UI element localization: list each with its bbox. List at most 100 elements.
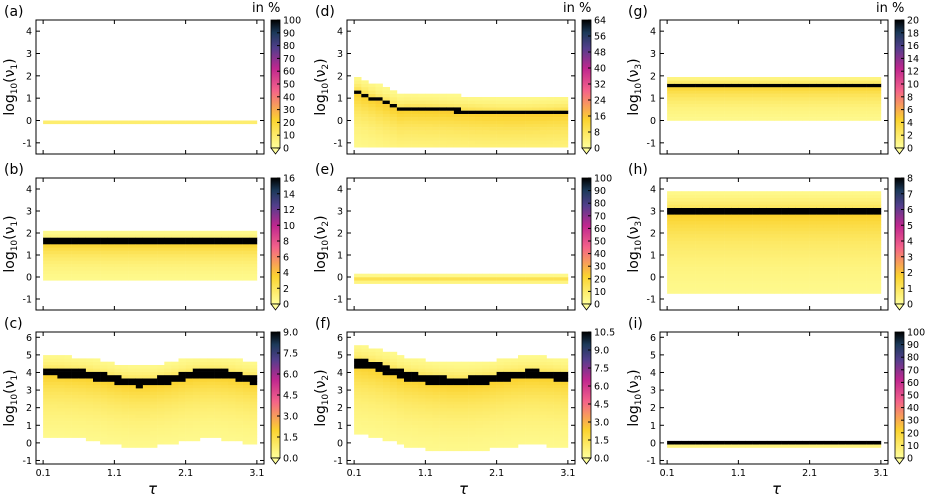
heatmap-cell — [831, 263, 839, 268]
heatmap-cell — [64, 253, 72, 258]
heatmap-cell — [114, 404, 122, 409]
heatmap-cell — [389, 368, 398, 372]
heatmap-cell — [759, 290, 768, 294]
heatmap-cell — [354, 83, 362, 88]
heatmap-cell — [121, 437, 129, 442]
heatmap-cell — [128, 401, 136, 405]
heatmap-cell — [695, 270, 703, 274]
heatmap-cell — [361, 411, 369, 415]
heatmap-cell — [489, 374, 497, 379]
heatmap-cell — [178, 398, 186, 402]
heatmap-cell — [539, 440, 547, 445]
heatmap-cell — [71, 277, 79, 281]
heatmap-cell — [57, 270, 65, 274]
heatmap-cell — [235, 371, 243, 376]
heatmap-cell — [766, 260, 775, 265]
heatmap-cell — [453, 130, 462, 135]
heatmap-cell — [171, 371, 179, 376]
colorbar-tick-label: 3.0 — [594, 418, 609, 429]
heatmap-cell — [185, 253, 193, 258]
heatmap-cell — [560, 421, 569, 425]
colorbar-tick-label: 20 — [283, 118, 295, 129]
heatmap-cell — [823, 103, 832, 108]
heatmap-cell — [518, 107, 526, 111]
colorbar-tick-label: 10 — [594, 287, 606, 298]
heatmap-cell — [114, 394, 122, 399]
colorbar-tick-label: 0 — [594, 300, 600, 311]
heatmap-cell — [418, 140, 426, 145]
heatmap-cell — [214, 247, 222, 251]
heatmap-cell — [510, 417, 519, 422]
heatmap-cell — [396, 123, 405, 128]
heatmap-cell — [738, 83, 746, 88]
heatmap-cell — [439, 388, 447, 392]
heatmap-cell — [546, 391, 554, 395]
heatmap-cell — [43, 421, 51, 425]
heatmap-cell — [717, 211, 725, 215]
heatmap-cell — [482, 378, 490, 382]
heatmap-cell — [852, 250, 860, 255]
heatmap-cell — [532, 117, 540, 121]
heatmap-cell — [411, 431, 419, 435]
heatmap-cell — [375, 414, 383, 419]
heatmap-cell — [404, 107, 412, 111]
heatmap-cell — [823, 227, 832, 232]
heatmap-cell — [518, 365, 526, 369]
heatmap-cell — [788, 227, 796, 232]
heatmap-cell — [852, 197, 860, 202]
heatmap-cell — [50, 361, 58, 366]
heatmap-cell — [560, 394, 569, 399]
heatmap-cell — [107, 371, 115, 376]
heatmap-cell — [228, 384, 236, 389]
heatmap-cell — [50, 381, 58, 386]
heatmap-cell — [171, 417, 179, 422]
heatmap-cell — [468, 130, 476, 135]
heatmap-cell — [382, 391, 390, 395]
heatmap-cell — [461, 97, 469, 101]
heatmap-cell — [738, 211, 746, 215]
heatmap-cell — [724, 237, 732, 241]
heatmap-cell — [852, 204, 860, 208]
heatmap-cell — [57, 250, 65, 255]
heatmap-cell — [100, 240, 108, 245]
heatmap-cell — [510, 407, 519, 412]
heatmap-cell — [823, 230, 832, 235]
heatmap-cell — [859, 90, 867, 94]
heatmap-cell — [731, 83, 739, 88]
heatmap-cell — [354, 351, 362, 356]
heatmap-cell — [57, 421, 65, 425]
heatmap-cell — [228, 417, 236, 422]
heatmap-cell — [866, 100, 874, 104]
heatmap-cell — [114, 411, 122, 415]
heatmap-cell — [142, 250, 151, 255]
heatmap-cell — [702, 207, 711, 212]
heatmap-cell — [432, 404, 440, 409]
heatmap-cell — [667, 214, 675, 218]
heatmap-cell — [93, 437, 101, 442]
heatmap-cell — [774, 87, 782, 91]
heatmap-cell — [93, 277, 101, 281]
heatmap-cell — [738, 273, 746, 278]
heatmap-cell — [164, 401, 172, 405]
heatmap-cell — [688, 211, 696, 215]
heatmap-cell — [674, 227, 682, 232]
x-tick-label: 0.1 — [36, 468, 51, 479]
heatmap-cell — [781, 234, 789, 238]
heatmap-cell — [114, 388, 122, 392]
heatmap-cell — [78, 247, 87, 251]
heatmap-cell — [802, 253, 810, 258]
heatmap-cell — [214, 267, 222, 271]
heatmap-cell — [207, 421, 215, 425]
heatmap-cell — [852, 207, 860, 212]
heatmap-cell — [489, 130, 497, 135]
heatmap-cell — [199, 250, 208, 255]
heatmap-cell — [114, 414, 122, 419]
heatmap-cell — [249, 273, 258, 278]
heatmap-cell — [57, 394, 65, 399]
heatmap-cell — [838, 214, 846, 218]
heatmap-cell — [838, 220, 846, 225]
heatmap-cell — [503, 358, 512, 362]
heatmap-cell — [695, 207, 703, 212]
heatmap-cell — [228, 431, 236, 435]
heatmap-cell — [249, 411, 258, 415]
